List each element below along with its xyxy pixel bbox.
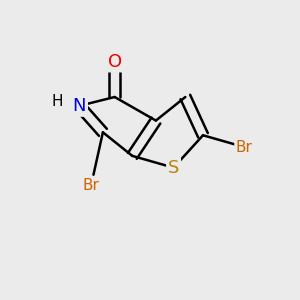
Text: S: S [168, 159, 179, 177]
Text: Br: Br [236, 140, 253, 154]
Text: H: H [52, 94, 63, 109]
Text: O: O [108, 53, 122, 71]
Text: N: N [73, 97, 86, 115]
Text: Br: Br [83, 178, 100, 193]
Text: N: N [73, 97, 86, 115]
